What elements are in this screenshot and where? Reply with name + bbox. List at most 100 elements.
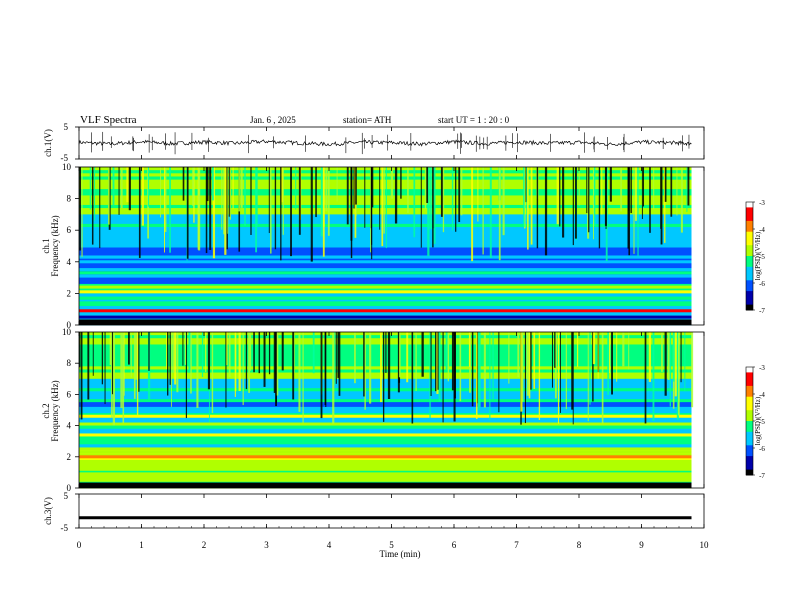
spectrum-strip xyxy=(79,176,692,181)
spheric-line xyxy=(81,167,83,257)
spheric-line xyxy=(508,332,510,384)
spheric-line xyxy=(442,332,444,423)
colorbar-segment xyxy=(746,448,753,452)
colorbar-segment xyxy=(746,453,753,457)
spheric-line xyxy=(141,167,144,226)
spectrum-strip xyxy=(79,403,692,408)
spheric-line xyxy=(436,332,439,394)
colorbar-tick-label: -4 xyxy=(759,226,765,234)
spectrum-strip xyxy=(79,335,692,339)
time-axis-label: Time (min) xyxy=(380,549,421,559)
colorbar-segment xyxy=(746,220,753,225)
spheric-line xyxy=(477,167,479,222)
spheric-line xyxy=(572,167,574,246)
spheric-line xyxy=(421,332,424,377)
colorbar-segment xyxy=(746,231,753,235)
spectral-band xyxy=(79,450,692,454)
spectrum-strip xyxy=(79,434,692,439)
colorbar-segment xyxy=(746,456,753,460)
spheric-line xyxy=(226,167,228,250)
spheric-line xyxy=(440,167,444,217)
spheric-line xyxy=(364,332,366,410)
spheric-line xyxy=(327,167,330,236)
spheric-line xyxy=(234,332,236,397)
spectrum-strip xyxy=(79,264,692,269)
spheric-line xyxy=(437,332,439,390)
spheric-line xyxy=(87,332,90,400)
spheric-line xyxy=(592,332,596,365)
colorbar-segment xyxy=(746,272,753,276)
spheric-line xyxy=(290,167,292,257)
spectrum-strip xyxy=(79,252,692,256)
frequency-tick-label: 0 xyxy=(67,483,72,493)
spheric-line xyxy=(551,332,553,388)
spectrum-strip xyxy=(79,211,692,215)
colorbar-segment xyxy=(746,391,753,395)
spheric-line xyxy=(587,167,590,239)
spheric-line xyxy=(298,332,301,412)
start-time-label: start UT = 1 : 20 : 0 xyxy=(438,115,510,125)
spheric-line xyxy=(226,332,228,366)
spectrum-strip xyxy=(79,280,692,285)
spectrum-strip xyxy=(79,230,692,234)
spectrum-strip xyxy=(79,204,692,209)
spheric-line xyxy=(207,332,211,390)
spheric-line xyxy=(677,332,680,416)
spheric-line xyxy=(426,167,429,203)
spheric-line xyxy=(205,332,207,372)
spectrum-strip xyxy=(79,363,692,367)
spheric-line xyxy=(171,332,172,407)
spheric-line xyxy=(601,167,603,215)
spheric-line xyxy=(293,332,295,373)
spheric-line xyxy=(315,167,317,218)
colorbar-segment xyxy=(746,415,753,419)
colorbar-segment xyxy=(746,402,753,406)
spheric-line xyxy=(530,167,533,245)
spheric-line xyxy=(91,167,94,245)
spheric-line xyxy=(438,332,441,402)
colorbar-segment xyxy=(746,372,753,376)
spheric-line xyxy=(648,332,652,382)
ch1-waveform-line xyxy=(78,139,692,147)
spheric-line xyxy=(381,167,384,247)
spheric-line xyxy=(538,332,541,420)
spheric-line xyxy=(109,332,111,366)
colorbar-segment xyxy=(746,450,753,454)
colorbar-segment xyxy=(746,458,753,462)
spheric-line xyxy=(589,332,591,405)
spheric-line xyxy=(108,167,111,230)
colorbar-segment xyxy=(746,434,753,438)
spheric-line xyxy=(334,332,336,385)
spheric-line xyxy=(320,332,323,419)
spheric-line xyxy=(380,332,383,403)
spheric-line xyxy=(398,332,401,378)
colorbar-segment xyxy=(746,445,753,449)
colorbar-segment xyxy=(746,215,753,219)
spheric-line xyxy=(118,167,120,215)
spheric-line xyxy=(130,332,132,378)
ch1-waveform-ylabel: ch.1(V) xyxy=(43,129,53,157)
spheric-line xyxy=(533,332,536,389)
spheric-line xyxy=(523,167,525,228)
frequency-tick-label: 6 xyxy=(67,225,72,235)
spheric-line xyxy=(206,167,209,202)
spheric-line xyxy=(413,167,416,238)
colorbar-tick-label: -3 xyxy=(759,364,765,372)
spheric-line xyxy=(275,332,277,403)
spheric-line xyxy=(228,332,231,378)
spheric-line xyxy=(433,167,436,244)
colorbar-tick-label: -4 xyxy=(759,391,765,399)
spectrum-strip xyxy=(79,419,692,423)
spheric-line xyxy=(369,332,372,404)
spheric-line xyxy=(672,332,675,382)
time-tick-label: 8 xyxy=(577,540,582,550)
spectrum-strip xyxy=(79,441,692,445)
spheric-line xyxy=(164,167,165,253)
spheric-line xyxy=(353,167,356,209)
spheric-line xyxy=(445,332,448,371)
spectrum-strip xyxy=(79,472,692,477)
time-tick-label: 9 xyxy=(639,540,644,550)
spheric-line xyxy=(335,332,337,384)
spectrum-strip xyxy=(79,185,692,190)
colorbar-segment xyxy=(746,380,753,384)
